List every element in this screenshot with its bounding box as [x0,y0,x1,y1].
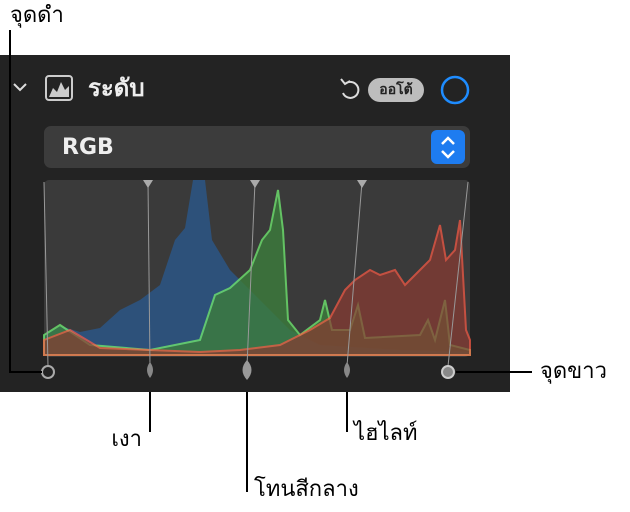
histogram-blue [44,180,470,355]
levels-icon [45,75,73,101]
stepper-arrows [441,136,455,159]
toggle-button[interactable] [440,75,470,105]
midtones-guide [246,181,256,367]
collapse-chevron[interactable] [13,83,27,92]
midtones-callout: โทนสีกลาง [254,476,359,502]
shadows-callout: เงา [111,427,142,452]
shadows-handle[interactable] [147,362,153,378]
highlights-guide [346,181,363,367]
channel-dropdown[interactable] [44,126,470,168]
levels-icon-graph [49,82,69,97]
undo-button[interactable] [340,78,360,99]
highlights-handle[interactable] [344,362,350,378]
white-guide [447,181,469,367]
black-guide [43,181,49,367]
dropdown-stepper[interactable] [431,130,465,164]
white-point-callout: จุดขาว [540,359,607,384]
highlights-callout: ไฮไลท์ [352,420,418,446]
histogram-red [43,219,471,356]
black-point-callout: จุดดำ [10,3,64,28]
auto-button-label: ออโต้ [379,80,412,98]
channel-label: RGB [62,135,114,160]
callout-lines [9,30,532,492]
guide-markers [143,180,367,188]
black-point-handle[interactable] [41,365,55,379]
auto-button[interactable] [368,78,424,102]
white-point-handle[interactable] [441,365,455,379]
shadows-guide [147,181,151,367]
panel-title: ระดับ [88,74,145,102]
midtones-handle[interactable] [242,360,252,380]
